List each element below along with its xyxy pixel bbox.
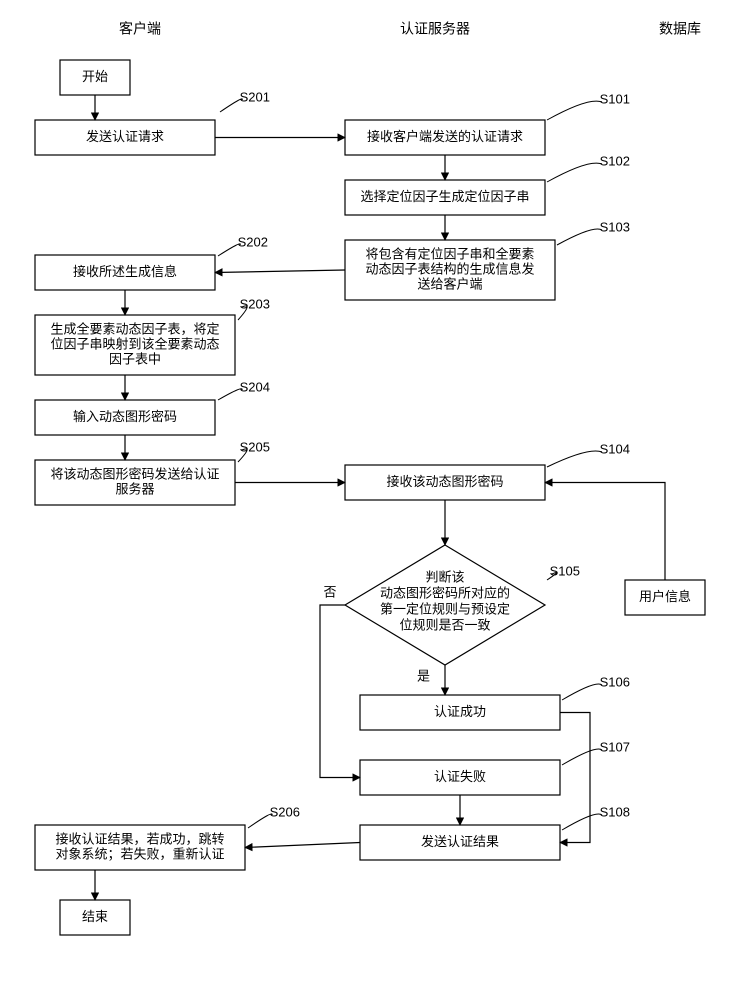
s108-text: 发送认证结果 — [421, 834, 499, 849]
leader-s104 — [547, 451, 602, 467]
branch-yes: 是 — [417, 668, 430, 683]
s205-text-l1: 将该动态图形密码发送给认证 — [50, 466, 219, 481]
s105-text-l4: 位规则是否一致 — [399, 617, 490, 632]
s203-text-l1: 生成全要素动态因子表，将定 — [50, 321, 219, 336]
leader-s103 — [557, 229, 602, 245]
label-s107: S107 — [600, 739, 630, 754]
leader-s107 — [562, 749, 602, 765]
label-s105: S105 — [550, 563, 580, 578]
branch-no: 否 — [323, 584, 336, 599]
leader-s102 — [547, 163, 602, 182]
header-client: 客户端 — [119, 21, 161, 37]
user-info-text: 用户信息 — [639, 589, 691, 604]
s105-text-l2: 动态图形密码所对应的 — [380, 585, 510, 600]
arrow-s108-s206 — [245, 843, 360, 848]
s103-text-l2: 动态因子表结构的生成信息发 — [365, 261, 534, 276]
s204-text: 输入动态图形密码 — [73, 409, 177, 424]
header-db: 数据库 — [659, 21, 701, 37]
label-s106: S106 — [600, 674, 630, 689]
label-s103: S103 — [600, 219, 630, 234]
label-s203: S203 — [240, 296, 270, 311]
arrow-s105-s107 — [320, 605, 360, 778]
label-s204: S204 — [240, 379, 270, 394]
label-s202: S202 — [238, 234, 268, 249]
s206-text-l1: 接收认证结果，若成功，跳转 — [55, 831, 224, 846]
s104-text: 接收该动态图形密码 — [386, 474, 503, 489]
start-text: 开始 — [82, 69, 108, 84]
label-s108: S108 — [600, 804, 630, 819]
s102-text: 选择定位因子生成定位因子串 — [360, 189, 529, 204]
label-s201: S201 — [240, 89, 270, 104]
leader-s108 — [562, 814, 602, 830]
s103-text-l1: 将包含有定位因子串和全要素 — [365, 246, 534, 261]
label-s206: S206 — [270, 804, 300, 819]
s103-text-l3: 送给客户端 — [417, 276, 482, 291]
leader-s101 — [547, 101, 602, 120]
s203-text-l2: 位因子串映射到该全要素动态 — [50, 336, 219, 351]
label-s101: S101 — [600, 91, 630, 106]
leader-s204 — [218, 389, 242, 400]
label-s104: S104 — [600, 441, 630, 456]
s105-text-l3: 第一定位规则与预设定 — [380, 601, 510, 616]
end-text: 结束 — [82, 909, 108, 924]
s206-text-l2: 对象系统；若失败，重新认证 — [55, 846, 224, 862]
s106-text: 认证成功 — [434, 704, 486, 719]
leader-s206 — [248, 814, 272, 828]
s105-text-l1: 判断该 — [425, 569, 464, 584]
header-server: 认证服务器 — [400, 21, 470, 37]
label-s102: S102 — [600, 153, 630, 168]
s107-text: 认证失败 — [434, 769, 486, 784]
s202-text: 接收所述生成信息 — [73, 264, 177, 279]
s203-text-l3: 因子表中 — [109, 351, 161, 366]
arrow-s103-s202 — [215, 270, 345, 273]
s205-text-l2: 服务器 — [115, 481, 154, 496]
label-s205: S205 — [240, 439, 270, 454]
leader-s106 — [562, 684, 602, 700]
s101-text: 接收客户端发送的认证请求 — [367, 129, 523, 144]
s201-text: 发送认证请求 — [86, 129, 164, 144]
